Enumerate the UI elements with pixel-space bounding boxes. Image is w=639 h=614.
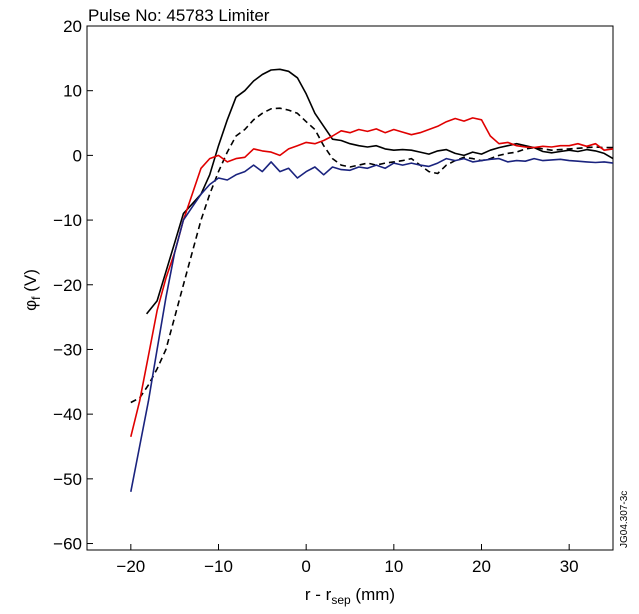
- series-line-4: [130, 157, 614, 492]
- series-layer: [130, 68, 614, 492]
- y-tick-label: −10: [53, 211, 82, 230]
- series-line-3: [130, 117, 614, 437]
- plot-frame: [86, 25, 614, 551]
- y-tick-label: −60: [53, 535, 82, 554]
- y-tick-label: 20: [63, 17, 82, 36]
- x-tick-label: 30: [560, 557, 579, 576]
- y-axis-label: φf (V): [21, 269, 43, 311]
- y-tick-label: 10: [63, 82, 82, 101]
- y-tick-label: −40: [53, 405, 82, 424]
- y-axis: 20 10 0 −10 −20 −30 −40 −50 −60: [53, 17, 93, 554]
- series-line-1: [145, 68, 614, 315]
- y-tick-label: 0: [73, 146, 82, 165]
- x-axis-label: r - rsep (mm): [305, 585, 395, 607]
- x-tick-label: −10: [204, 557, 233, 576]
- chart-title: Pulse No: 45783 Limiter: [88, 6, 270, 25]
- x-tick-label: 0: [301, 557, 310, 576]
- y-tick-label: −30: [53, 340, 82, 359]
- y-tick-label: −50: [53, 470, 82, 489]
- x-axis: −20 −10 0 10 20 30: [116, 544, 579, 576]
- figure-id-note: JG04.307-3c: [619, 491, 630, 548]
- y-tick-label: −20: [53, 276, 82, 295]
- x-tick-label: 10: [384, 557, 403, 576]
- x-tick-label: −20: [116, 557, 145, 576]
- series-line-2: [130, 107, 613, 404]
- x-tick-label: 20: [472, 557, 491, 576]
